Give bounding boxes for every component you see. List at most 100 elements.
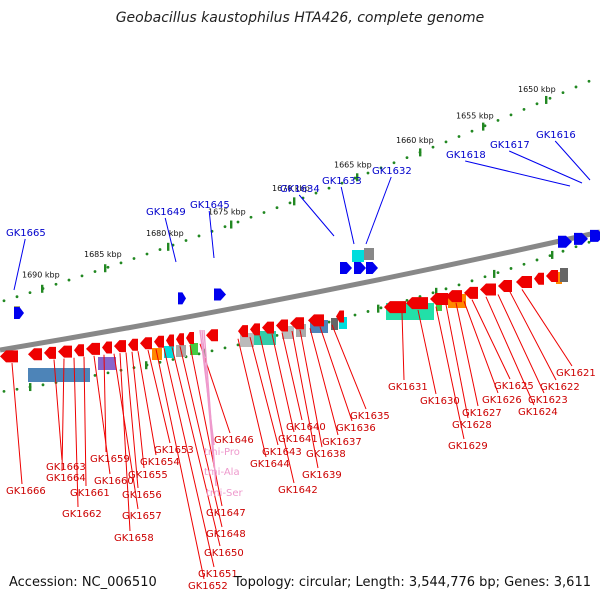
reverse-gene-arrow <box>480 283 496 296</box>
reverse-gene-arrow <box>336 310 344 323</box>
scale-dot <box>444 140 448 144</box>
scale-dot <box>470 129 474 133</box>
scale-dot <box>15 387 19 391</box>
lower-gene-label: GK1666 <box>6 486 46 497</box>
reverse-gene-arrow <box>28 348 42 361</box>
lower-gene-label: GK1623 <box>528 395 568 406</box>
scale-dot <box>275 334 279 337</box>
scale-dot <box>80 274 84 278</box>
upper-gene-label: GK1645 <box>190 200 230 211</box>
lower-leader-line <box>179 346 223 528</box>
lower-leader-line <box>61 358 65 472</box>
lower-gene-label: GK1640 <box>286 422 326 433</box>
reverse-gene-arrow <box>206 329 218 342</box>
lower-leader-line <box>299 329 323 448</box>
forward-gene-arrow <box>590 229 600 242</box>
lower-leader-line <box>509 291 557 381</box>
upper-leader-line <box>13 238 26 291</box>
scale-dot <box>509 113 513 117</box>
reverse-gene-arrow <box>384 301 406 314</box>
scale-dot <box>2 299 6 303</box>
scale-tick <box>167 242 170 251</box>
upper-gene-label: GK1665 <box>6 228 46 239</box>
scale-dot <box>2 389 6 393</box>
scale-dot <box>28 291 32 295</box>
lower-leader-line <box>113 353 139 510</box>
domain-box <box>352 250 364 262</box>
scale-dot <box>457 283 461 287</box>
scale-dot <box>535 258 539 262</box>
scale-dot <box>210 349 214 353</box>
lower-leader-line <box>291 330 319 469</box>
lower-leader-line <box>147 349 171 444</box>
lower-leader-line <box>401 312 405 381</box>
lower-leader-line <box>171 347 221 547</box>
scale-dot <box>119 261 123 265</box>
upper-gene-label: GK1633 <box>322 176 362 187</box>
forward-gene-arrow <box>354 262 366 274</box>
lower-gene-label: GK1629 <box>448 441 488 452</box>
reverse-gene-arrow <box>114 340 126 353</box>
scale-dot <box>236 220 240 224</box>
lower-gene-label: GK1641 <box>278 434 318 445</box>
upper-leader-line <box>554 140 591 181</box>
scale-label: 1680 kbp <box>146 229 184 238</box>
scale-tick <box>545 95 548 104</box>
lower-leader-line <box>125 352 139 489</box>
lower-leader-line <box>331 324 367 410</box>
lower-gene-label: GK1626 <box>482 395 522 406</box>
lower-gene-label: GK1655 <box>128 470 168 481</box>
scale-dot <box>392 161 396 165</box>
lower-leader-line <box>137 351 157 456</box>
lower-gene-label: GK1627 <box>462 408 502 419</box>
scale-dot <box>184 239 188 242</box>
scale-dot <box>158 248 162 251</box>
forward-gene-arrow <box>558 235 572 248</box>
scale-dot <box>574 245 578 249</box>
trna-label: tmi-Ser <box>206 488 244 499</box>
scale-dot <box>379 166 383 170</box>
lower-leader-line <box>119 353 131 532</box>
lower-gene-label: GK1659 <box>90 454 130 465</box>
scale-dot <box>236 343 240 347</box>
reverse-gene-arrow <box>446 290 462 303</box>
upper-gene-label: GK1649 <box>146 207 186 218</box>
scale-dot <box>509 267 513 270</box>
genome-backbone <box>0 229 600 353</box>
forward-gene-arrow <box>340 262 352 274</box>
forward-gene-arrow <box>366 262 378 274</box>
scale-dot <box>431 145 435 149</box>
lower-gene-label: GK1635 <box>350 411 390 422</box>
scale-dot <box>41 383 45 387</box>
lower-gene-label: GK1637 <box>322 437 362 448</box>
scale-tick <box>356 173 359 182</box>
scale-tick <box>145 361 148 370</box>
lower-gene-label: GK1631 <box>388 382 428 393</box>
domain-box <box>331 318 338 330</box>
reverse-gene-arrow <box>276 319 288 332</box>
scale-tick <box>41 284 44 293</box>
lower-gene-label: GK1648 <box>206 529 246 540</box>
reverse-gene-arrow <box>74 344 84 357</box>
lower-gene-label: GK1639 <box>302 470 342 481</box>
scale-dot <box>132 257 136 260</box>
kbp-scale-labels: 1690 kbp 1685 kbp 1680 kbp 1675 kbp 1670 kbp… <box>22 85 556 279</box>
lower-gene-label: GK1654 <box>140 457 180 468</box>
scale-tick <box>104 264 107 273</box>
lower-leader-line <box>83 356 87 487</box>
scale-label: 1655 kbp <box>456 111 494 120</box>
scale-dot <box>171 358 175 361</box>
lower-gene-label: GK1652 <box>188 581 228 592</box>
domain-box <box>560 268 568 282</box>
lower-gene-label: GK1638 <box>306 449 346 460</box>
forward-gene-arrow <box>178 292 186 305</box>
forward-gene-arrow <box>214 288 226 301</box>
lower-gene-label: GK1636 <box>336 423 376 434</box>
lower-gene-label: GK1646 <box>214 435 254 446</box>
scale-dot <box>249 215 253 219</box>
lower-leader-line <box>471 299 511 380</box>
trna-label: tmi-Pro <box>204 447 240 458</box>
reverse-gene-arrow <box>176 333 184 346</box>
lower-leader-line <box>435 306 465 440</box>
lower-leader-line <box>93 355 111 475</box>
